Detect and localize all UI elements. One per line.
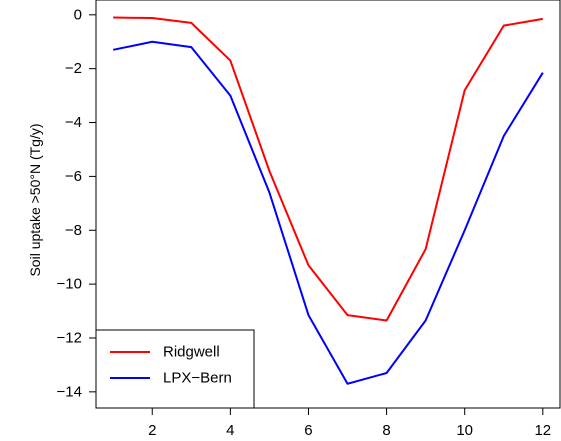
legend-label: Ridgwell xyxy=(163,344,220,361)
series-line-1 xyxy=(112,40,544,385)
y-tick-label: −14 xyxy=(57,383,82,400)
y-tick-label: −4 xyxy=(65,114,82,131)
y-axis: 0 −2 −4 −6 −8 −10 −12 −14 xyxy=(57,6,96,400)
y-axis-title: Soil uptake >50°N (Tg/y) xyxy=(27,123,43,276)
x-tick-label: 2 xyxy=(148,422,156,439)
legend-box xyxy=(95,329,255,409)
x-tick-label: 10 xyxy=(456,422,473,439)
y-tick-label: −6 xyxy=(65,168,82,185)
x-axis: 2 4 6 8 10 12 xyxy=(148,408,551,439)
legend: Ridgwell LPX−Bern xyxy=(95,329,255,409)
y-tick-label: −10 xyxy=(57,276,82,293)
x-tick-label: 12 xyxy=(534,422,551,439)
y-tick-label: −12 xyxy=(57,329,82,346)
plot-frame xyxy=(95,0,561,409)
series-line-0 xyxy=(113,16,543,322)
y-tick-label: −8 xyxy=(65,222,82,239)
series-lines xyxy=(112,16,544,385)
x-tick-label: 4 xyxy=(226,422,234,439)
x-tick-label: 8 xyxy=(382,422,390,439)
y-tick-label: 0 xyxy=(74,6,82,23)
legend-label: LPX−Bern xyxy=(163,370,232,387)
y-tick-label: −2 xyxy=(65,60,82,77)
x-tick-label: 6 xyxy=(304,422,312,439)
